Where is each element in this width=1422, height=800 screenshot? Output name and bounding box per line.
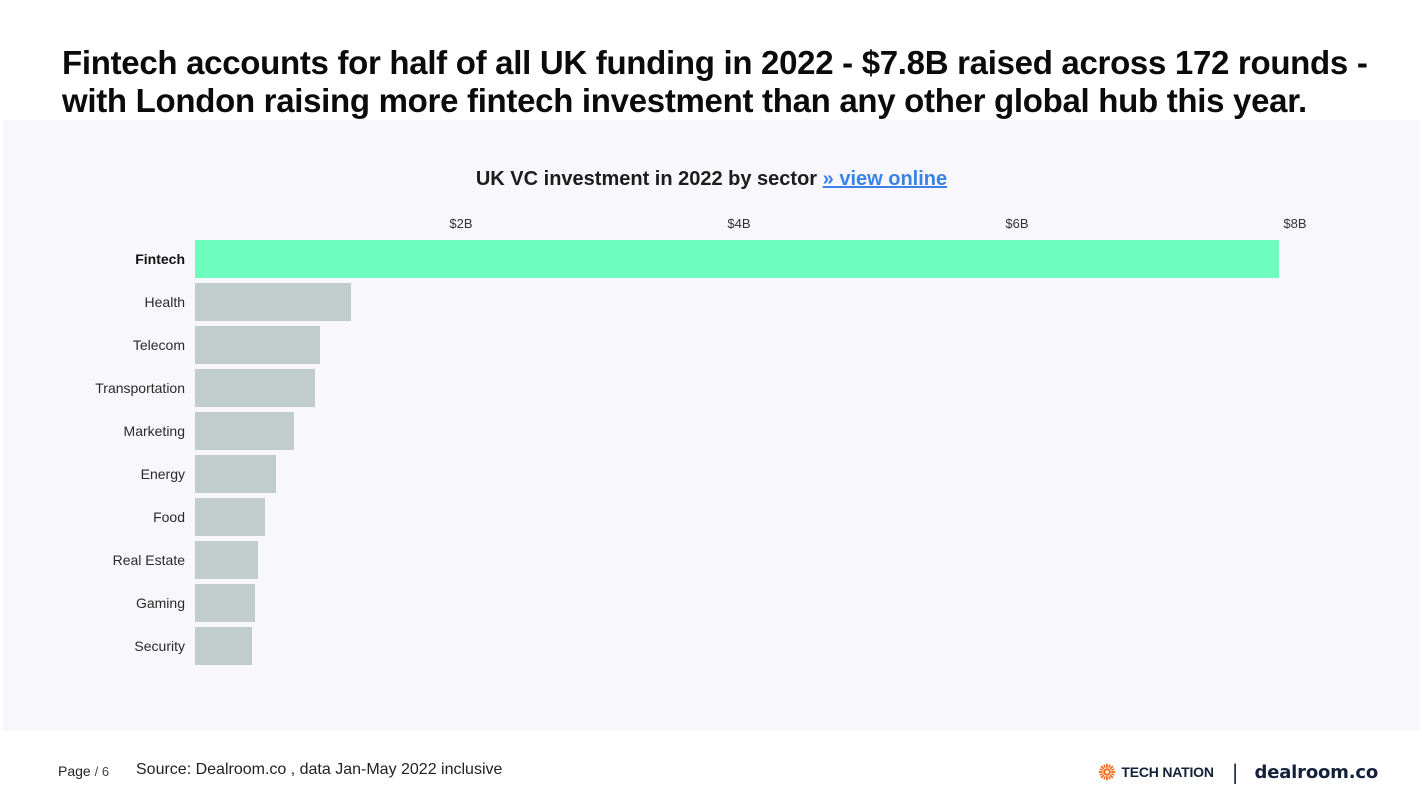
category-label: Energy <box>140 466 185 482</box>
category-label: Gaming <box>135 595 185 611</box>
bar-marketing[interactable] <box>195 412 294 450</box>
bar-security[interactable] <box>195 627 252 665</box>
dealroom-logo: dealroom.co <box>1254 761 1379 783</box>
category-label: Security <box>134 638 185 654</box>
bar-row: Telecom <box>3 326 1420 364</box>
category-label: Marketing <box>123 423 185 439</box>
source-note: Source: Dealroom.co , data Jan-May 2022 … <box>136 761 503 778</box>
logo-separator: | <box>1231 760 1239 784</box>
category-label: Food <box>153 509 185 525</box>
bar-row: Marketing <box>3 412 1420 450</box>
tech-nation-logo: TECH NATION <box>1121 764 1214 780</box>
chart-title-text: UK VC investment in 2022 by sector <box>475 168 818 190</box>
bar-row: Food <box>3 498 1420 536</box>
page-number: / 6 <box>94 764 110 779</box>
x-tick-label: $6B <box>1005 216 1029 231</box>
footer-logos: TECH NATION | dealroom.co <box>1098 760 1378 784</box>
bar-food[interactable] <box>195 498 265 536</box>
bar-real-estate[interactable] <box>195 541 258 579</box>
slide-headline: Fintech accounts for half of all UK fund… <box>62 44 1382 120</box>
view-online-link[interactable]: » view online <box>822 168 948 190</box>
bar-gaming[interactable] <box>195 584 255 622</box>
bar-row: Energy <box>3 455 1420 493</box>
headline-line-1: Fintech accounts for half of all UK fund… <box>62 44 1368 81</box>
bar-row: Real Estate <box>3 541 1420 579</box>
category-label: Fintech <box>135 251 185 267</box>
bar-energy[interactable] <box>195 455 276 493</box>
bar-row: Gaming <box>3 584 1420 622</box>
category-label: Real Estate <box>112 552 185 568</box>
x-tick-label: $2B <box>449 216 473 231</box>
bar-telecom[interactable] <box>195 326 320 364</box>
bar-row: Fintech <box>3 240 1420 278</box>
category-label: Health <box>144 294 185 310</box>
chart-panel: UK VC investment in 2022 by sector » vie… <box>3 120 1420 731</box>
category-label: Transportation <box>95 380 185 396</box>
bar-health[interactable] <box>195 283 351 321</box>
category-label: Telecom <box>132 337 185 353</box>
bar-fintech[interactable] <box>195 240 1279 278</box>
bar-transportation[interactable] <box>195 369 315 407</box>
headline-line-2: with London raising more fintech investm… <box>62 82 1307 119</box>
tech-nation-sun-icon <box>1098 763 1116 781</box>
bar-row: Health <box>3 283 1420 321</box>
page-label: Page <box>58 763 91 779</box>
bar-row: Transportation <box>3 369 1420 407</box>
chart-title: UK VC investment in 2022 by sector » vie… <box>3 168 1420 191</box>
x-tick-label: $8B <box>1283 216 1307 231</box>
bar-row: Security <box>3 627 1420 665</box>
x-tick-label: $4B <box>727 216 751 231</box>
page-indicator: Page / 6 <box>58 763 109 779</box>
